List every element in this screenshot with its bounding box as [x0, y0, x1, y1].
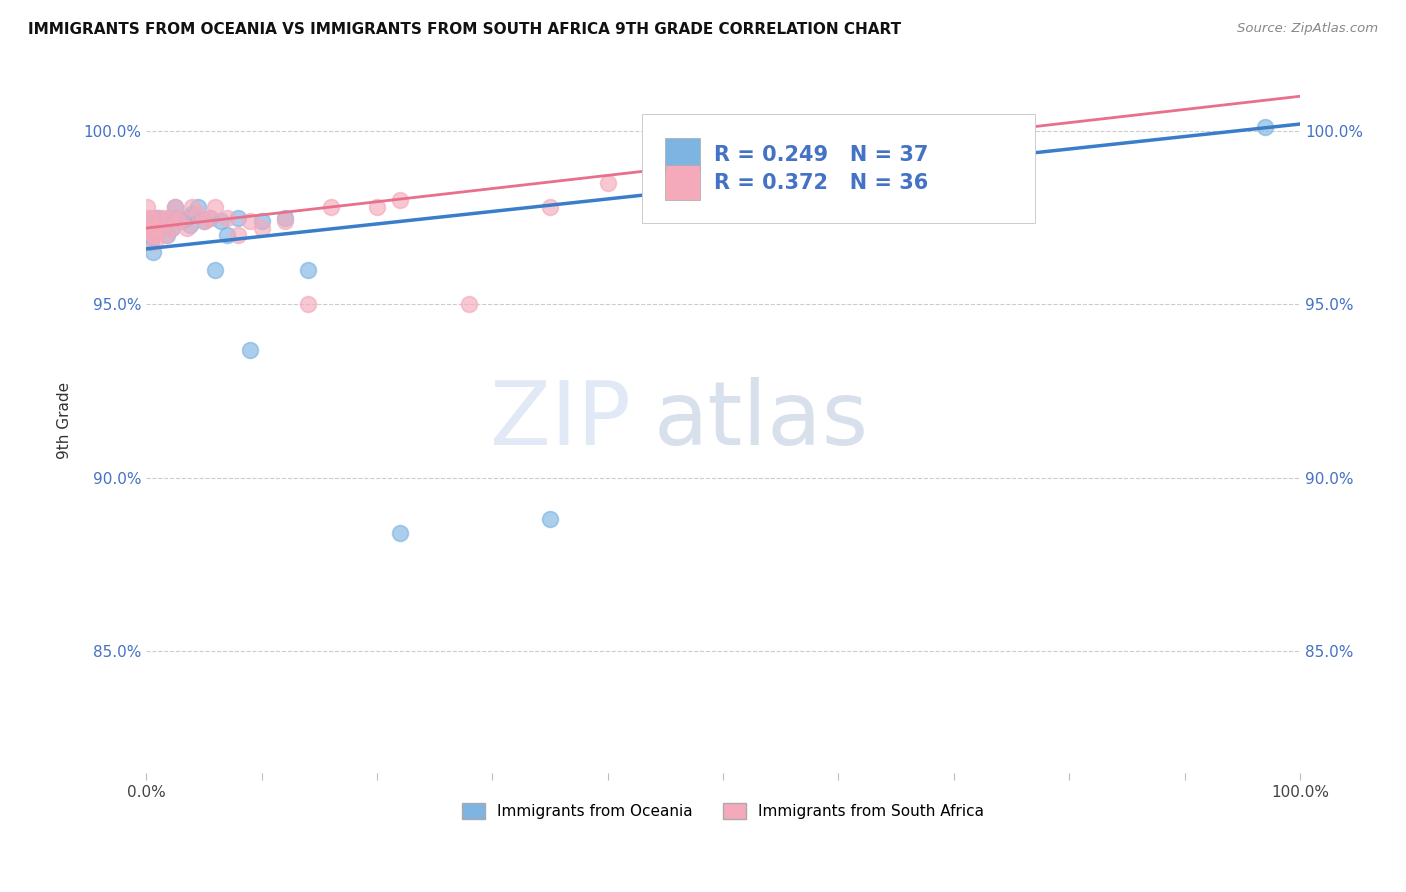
Point [167, 214, 190, 228]
Point [150, 221, 173, 235]
Point [239, 343, 262, 357]
Point [163, 200, 186, 214]
Point [297, 297, 319, 311]
Point [204, 262, 226, 277]
Point [181, 207, 204, 221]
Point [193, 214, 215, 228]
Point [198, 211, 221, 225]
Point [388, 194, 411, 208]
Point [149, 221, 172, 235]
Point [187, 207, 209, 221]
Point [155, 227, 177, 242]
Point [152, 211, 174, 225]
Point [160, 221, 183, 235]
Point [239, 214, 262, 228]
Point [146, 211, 169, 225]
Point [250, 221, 273, 235]
Point [209, 214, 232, 228]
Point [215, 227, 238, 242]
Point [145, 221, 167, 235]
Point [152, 218, 174, 232]
Point [273, 211, 295, 225]
Point [250, 214, 273, 228]
Point [149, 214, 172, 228]
Point [142, 227, 165, 242]
Point [198, 211, 221, 225]
Point [139, 235, 162, 249]
Point [138, 227, 160, 242]
Point [157, 211, 180, 225]
Point [143, 211, 166, 225]
Point [458, 297, 481, 311]
Y-axis label: 9th Grade: 9th Grade [58, 382, 72, 459]
Point [155, 214, 177, 228]
Text: Source: ZipAtlas.com: Source: ZipAtlas.com [1237, 22, 1378, 36]
Text: IMMIGRANTS FROM OCEANIA VS IMMIGRANTS FROM SOUTH AFRICA 9TH GRADE CORRELATION CH: IMMIGRANTS FROM OCEANIA VS IMMIGRANTS FR… [28, 22, 901, 37]
Point [170, 211, 193, 225]
Point [139, 218, 162, 232]
Point [157, 211, 180, 225]
Text: ZIP: ZIP [491, 377, 631, 464]
Point [136, 221, 159, 235]
Point [273, 214, 295, 228]
Point [167, 211, 190, 225]
Point [366, 200, 388, 214]
Point [215, 211, 238, 225]
Point [138, 221, 160, 235]
Text: R = 0.372   N = 36: R = 0.372 N = 36 [714, 173, 928, 193]
Point [179, 218, 201, 232]
FancyBboxPatch shape [665, 137, 700, 173]
Point [176, 211, 198, 225]
Point [319, 200, 342, 214]
Point [538, 200, 561, 214]
Legend: Immigrants from Oceania, Immigrants from South Africa: Immigrants from Oceania, Immigrants from… [456, 797, 990, 825]
Point [141, 221, 163, 235]
Point [538, 512, 561, 526]
Point [193, 214, 215, 228]
Text: atlas: atlas [654, 377, 869, 464]
Point [884, 120, 907, 135]
Point [187, 200, 209, 214]
Point [156, 227, 179, 242]
Point [204, 200, 226, 214]
Point [138, 211, 160, 225]
Point [388, 526, 411, 541]
Point [228, 211, 250, 225]
Point [163, 200, 186, 214]
Point [297, 262, 319, 277]
Point [170, 214, 193, 228]
Point [176, 221, 198, 235]
Point [138, 211, 160, 225]
Point [596, 176, 619, 190]
Point [884, 120, 907, 135]
FancyBboxPatch shape [665, 165, 700, 200]
Point [146, 211, 169, 225]
Point [228, 227, 250, 242]
Point [143, 227, 166, 242]
Point [181, 200, 204, 214]
Point [160, 221, 183, 235]
Point [141, 227, 163, 242]
Point [1254, 120, 1277, 135]
FancyBboxPatch shape [643, 114, 1035, 224]
Point [145, 235, 167, 249]
Point [142, 245, 165, 260]
Point [136, 200, 159, 214]
Text: R = 0.249   N = 37: R = 0.249 N = 37 [714, 145, 928, 165]
